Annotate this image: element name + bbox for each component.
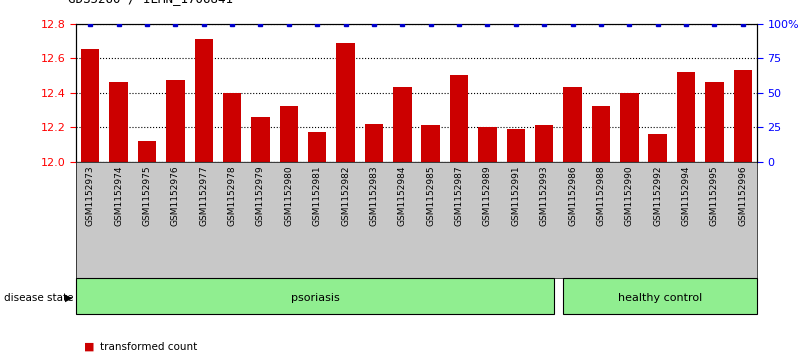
Text: GSM1152988: GSM1152988 xyxy=(597,165,606,226)
Bar xyxy=(506,129,525,162)
Bar xyxy=(364,123,383,162)
Text: disease state: disease state xyxy=(4,293,74,303)
Text: GSM1152979: GSM1152979 xyxy=(256,165,265,226)
Bar xyxy=(110,82,128,162)
Bar xyxy=(535,125,553,162)
Bar xyxy=(592,106,610,162)
Bar xyxy=(562,278,757,314)
Bar xyxy=(195,39,213,162)
Text: ▶: ▶ xyxy=(65,293,72,303)
Bar xyxy=(705,82,723,162)
Text: ■: ■ xyxy=(84,342,95,352)
Text: GSM1152976: GSM1152976 xyxy=(171,165,180,226)
Bar xyxy=(421,125,440,162)
Text: GSM1152993: GSM1152993 xyxy=(540,165,549,226)
Bar xyxy=(280,106,298,162)
Text: GSM1152989: GSM1152989 xyxy=(483,165,492,226)
Text: GSM1152986: GSM1152986 xyxy=(568,165,577,226)
Text: GSM1152984: GSM1152984 xyxy=(398,165,407,225)
Bar xyxy=(393,87,412,162)
Bar xyxy=(308,132,327,162)
Bar xyxy=(734,70,752,162)
Text: GDS5260 / ILMN_1706841: GDS5260 / ILMN_1706841 xyxy=(68,0,233,5)
Text: GSM1152987: GSM1152987 xyxy=(455,165,464,226)
Text: psoriasis: psoriasis xyxy=(291,293,340,303)
Text: GSM1152974: GSM1152974 xyxy=(115,165,123,225)
Text: GSM1152973: GSM1152973 xyxy=(86,165,95,226)
Text: GSM1152991: GSM1152991 xyxy=(511,165,521,226)
Text: GSM1152983: GSM1152983 xyxy=(369,165,378,226)
Bar xyxy=(620,93,638,162)
Bar xyxy=(677,72,695,162)
Bar xyxy=(563,87,582,162)
Text: GSM1152977: GSM1152977 xyxy=(199,165,208,226)
Text: GSM1152996: GSM1152996 xyxy=(739,165,747,226)
Text: GSM1152990: GSM1152990 xyxy=(625,165,634,226)
Bar xyxy=(138,141,156,162)
Bar xyxy=(252,117,270,162)
Text: GSM1152985: GSM1152985 xyxy=(426,165,435,226)
Text: healthy control: healthy control xyxy=(618,293,702,303)
Text: GSM1152982: GSM1152982 xyxy=(341,165,350,225)
Text: transformed count: transformed count xyxy=(100,342,197,352)
Text: GSM1152975: GSM1152975 xyxy=(143,165,151,226)
Bar xyxy=(450,75,469,162)
Bar xyxy=(76,278,554,314)
Bar xyxy=(649,134,667,162)
Text: GSM1152994: GSM1152994 xyxy=(682,165,690,225)
Text: GSM1152980: GSM1152980 xyxy=(284,165,293,226)
Bar xyxy=(166,81,184,162)
Text: GSM1152995: GSM1152995 xyxy=(710,165,718,226)
Bar xyxy=(478,127,497,162)
Text: GSM1152981: GSM1152981 xyxy=(312,165,322,226)
Text: GSM1152978: GSM1152978 xyxy=(227,165,236,226)
Bar xyxy=(81,49,99,162)
Bar xyxy=(336,42,355,162)
Text: GSM1152992: GSM1152992 xyxy=(653,165,662,225)
Bar xyxy=(223,93,241,162)
